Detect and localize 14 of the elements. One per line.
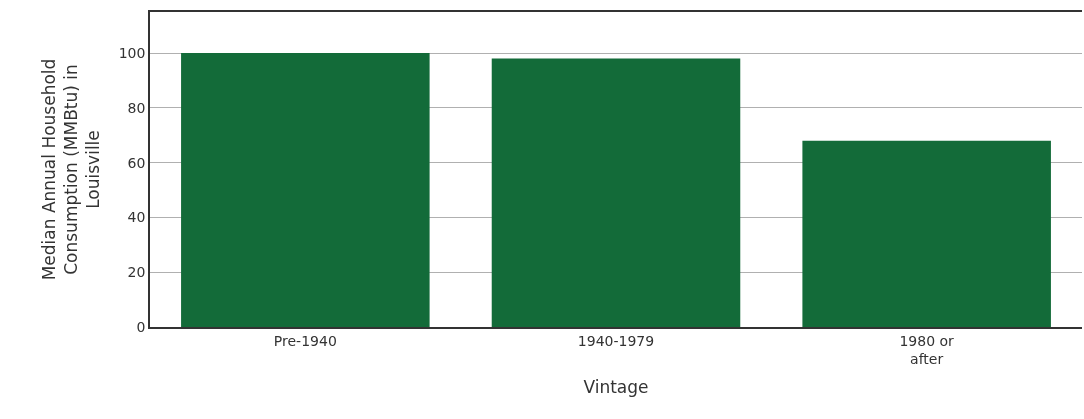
bar <box>181 53 430 327</box>
y-axis-title: Median Annual Household Consumption (MMBtu) in Louisville <box>38 58 103 281</box>
x-tick-label: Pre-1940 <box>273 332 337 349</box>
y-tick-label: 60 <box>127 154 146 171</box>
x-tick-label: 1940-1979 <box>577 332 655 349</box>
bar <box>491 58 741 327</box>
y-tick-label: 100 <box>118 44 146 61</box>
y-tick-label: 0 <box>136 318 146 335</box>
y-tick-label: 20 <box>127 264 146 281</box>
y-tick-label: 40 <box>127 209 146 226</box>
bar <box>802 140 1051 327</box>
y-tick-label: 80 <box>127 99 146 116</box>
x-tick-label: 1980 or after <box>899 332 955 367</box>
x-axis-title: Vintage <box>583 376 649 397</box>
